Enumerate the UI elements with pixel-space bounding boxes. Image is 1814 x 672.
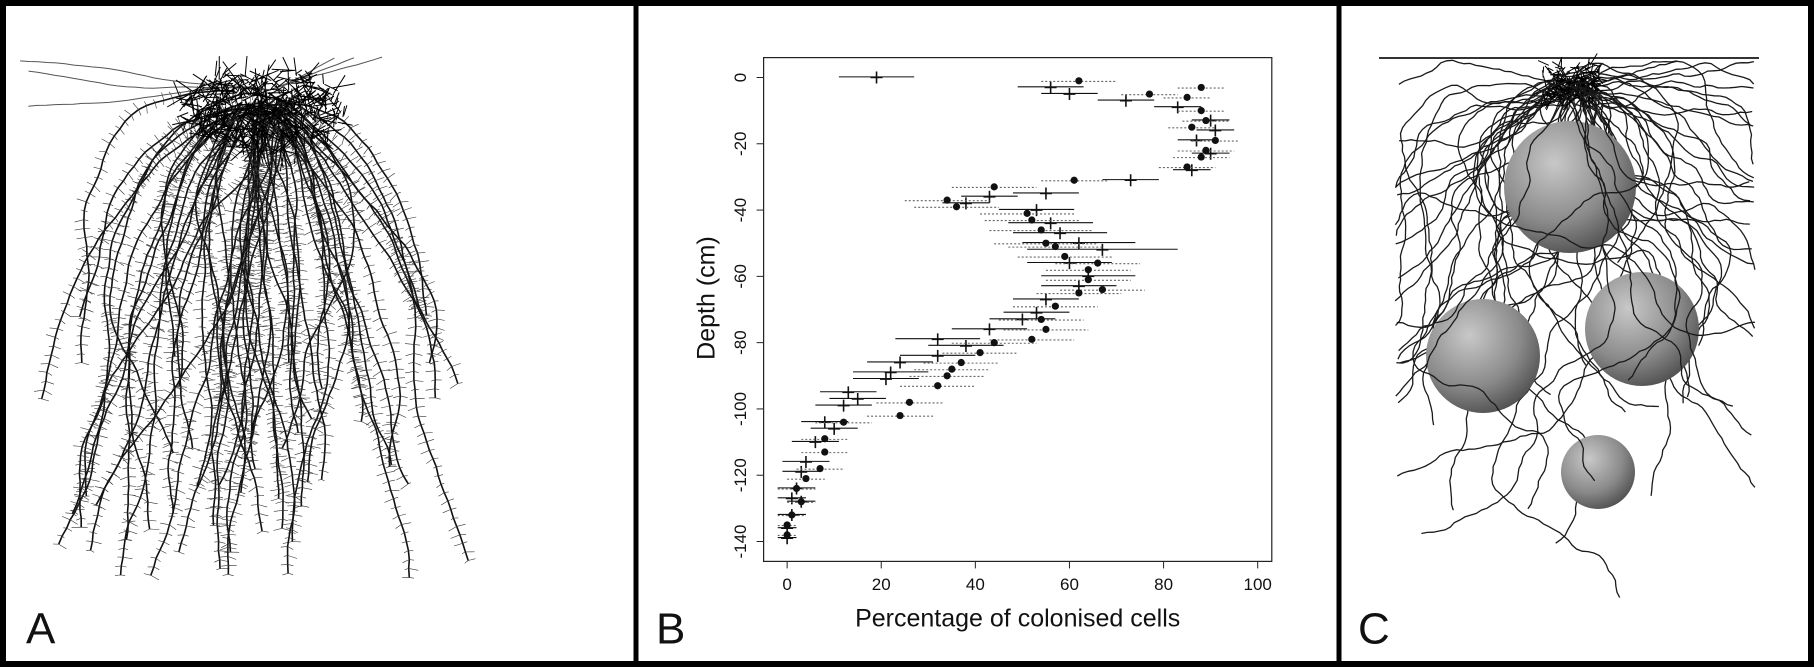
- x-tick-label: 20: [872, 575, 891, 594]
- point: [1038, 226, 1045, 233]
- point: [991, 339, 998, 346]
- point: [1042, 240, 1049, 247]
- point: [1198, 107, 1205, 114]
- y-tick-label: -100: [731, 392, 750, 426]
- panel-label: A: [26, 605, 56, 654]
- point: [784, 521, 791, 528]
- x-axis-title: Percentage of colonised cells: [855, 605, 1180, 633]
- root-tangle: [242, 88, 258, 89]
- point: [1188, 124, 1195, 131]
- point: [1052, 243, 1059, 250]
- y-tick-label: -20: [731, 131, 750, 156]
- point: [816, 465, 823, 472]
- point: [953, 203, 960, 210]
- sphere: [1561, 435, 1635, 509]
- point: [976, 349, 983, 356]
- y-tick-label: -80: [731, 330, 750, 355]
- x-tick-label: 60: [1060, 575, 1079, 594]
- point: [793, 485, 800, 492]
- sphere: [1426, 299, 1540, 413]
- point: [821, 435, 828, 442]
- point: [1198, 153, 1205, 160]
- point: [1202, 117, 1209, 124]
- point: [784, 531, 791, 538]
- point: [1099, 286, 1106, 293]
- y-tick-label: -40: [731, 198, 750, 223]
- point: [1061, 253, 1068, 260]
- point: [1085, 276, 1092, 283]
- point: [821, 448, 828, 455]
- panel-label: B: [656, 605, 685, 654]
- point: [1184, 163, 1191, 170]
- point: [1184, 94, 1191, 101]
- root-tangle: [1543, 70, 1544, 77]
- y-tick-label: 0: [731, 73, 750, 82]
- point: [991, 183, 998, 190]
- point: [1075, 77, 1082, 84]
- point: [1052, 303, 1059, 310]
- point: [896, 412, 903, 419]
- point: [1028, 216, 1035, 223]
- x-tick-label: 80: [1154, 575, 1173, 594]
- x-tick-label: 100: [1243, 575, 1271, 594]
- x-tick-label: 0: [782, 575, 791, 594]
- y-tick-label: -140: [731, 524, 750, 558]
- point: [1146, 90, 1153, 97]
- point: [1038, 316, 1045, 323]
- point: [798, 498, 805, 505]
- point: [958, 359, 965, 366]
- x-tick-label: 40: [966, 575, 985, 594]
- root-tangle: [291, 83, 314, 84]
- point: [934, 382, 941, 389]
- point: [1024, 210, 1031, 217]
- point: [1212, 137, 1219, 144]
- panel-label: C: [1358, 605, 1390, 654]
- point: [840, 419, 847, 426]
- root-tangle: [288, 69, 289, 90]
- y-axis-title: Depth (cm): [693, 236, 721, 360]
- point: [944, 372, 951, 379]
- point: [1075, 289, 1082, 296]
- root-tangle: [288, 80, 300, 81]
- point: [944, 197, 951, 204]
- point: [1094, 259, 1101, 266]
- point: [1071, 177, 1078, 184]
- y-tick-label: -120: [731, 458, 750, 492]
- point: [1085, 266, 1092, 273]
- point: [1042, 326, 1049, 333]
- point: [1198, 84, 1205, 91]
- point: [788, 511, 795, 518]
- point: [1028, 336, 1035, 343]
- point: [802, 475, 809, 482]
- point: [906, 399, 913, 406]
- point: [948, 366, 955, 373]
- point: [1202, 147, 1209, 154]
- y-tick-label: -60: [731, 264, 750, 289]
